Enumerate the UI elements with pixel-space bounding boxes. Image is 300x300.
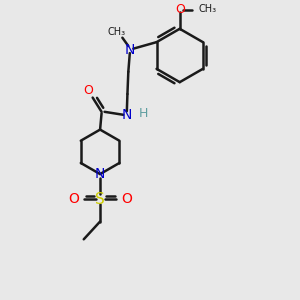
Text: O: O <box>175 3 185 16</box>
Text: N: N <box>122 108 132 122</box>
Text: O: O <box>83 84 93 97</box>
Text: S: S <box>95 192 105 207</box>
Text: O: O <box>68 192 80 206</box>
Text: CH₃: CH₃ <box>198 4 216 14</box>
Text: O: O <box>121 192 132 206</box>
Text: H: H <box>139 107 148 120</box>
Text: N: N <box>95 167 105 181</box>
Text: N: N <box>124 43 135 57</box>
Text: CH₃: CH₃ <box>107 27 125 37</box>
